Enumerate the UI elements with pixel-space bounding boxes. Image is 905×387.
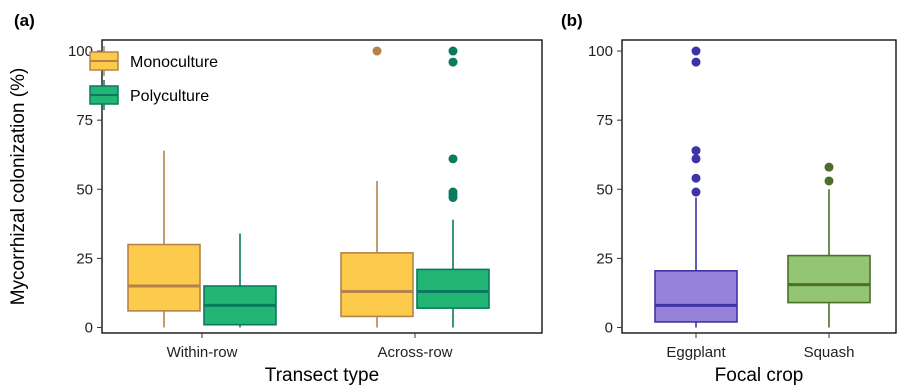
y-tick-label: 50 bbox=[596, 181, 613, 198]
outlier-point bbox=[372, 46, 382, 56]
outlier-point bbox=[691, 154, 701, 164]
outlier-point bbox=[824, 162, 834, 172]
legend-label: Polyculture bbox=[130, 88, 209, 105]
panel-label: (a) bbox=[14, 11, 35, 30]
box-iqr bbox=[127, 243, 201, 312]
box-across-row bbox=[416, 46, 490, 328]
y-tick-label: 25 bbox=[76, 250, 93, 267]
box-squash bbox=[787, 162, 871, 328]
y-tick-label: 75 bbox=[76, 112, 93, 129]
outlier-point bbox=[824, 176, 834, 186]
x-tick-label: Across-row bbox=[377, 344, 452, 361]
y-axis-title: Mycorrhizal colonization (%) bbox=[8, 68, 29, 306]
box-within-row bbox=[203, 233, 277, 328]
y-tick-label: 75 bbox=[596, 112, 613, 129]
box-iqr bbox=[787, 254, 871, 304]
box-across-row bbox=[340, 46, 414, 328]
y-tick-label: 0 bbox=[605, 319, 613, 336]
legend-label: Monoculture bbox=[130, 54, 218, 71]
outlier-point bbox=[448, 46, 458, 56]
panel-frame-1 bbox=[621, 39, 897, 334]
y-tick-label: 100 bbox=[588, 43, 613, 60]
x-axis-title: Focal crop bbox=[715, 365, 804, 386]
box-iqr bbox=[416, 268, 490, 309]
outlier-point bbox=[691, 57, 701, 67]
y-tick-label: 0 bbox=[85, 319, 93, 336]
outlier-point bbox=[691, 187, 701, 197]
outlier-point bbox=[691, 146, 701, 156]
y-tick-label: 50 bbox=[76, 181, 93, 198]
outlier-point bbox=[448, 154, 458, 164]
x-tick-label: Eggplant bbox=[666, 344, 726, 361]
x-tick-label: Within-row bbox=[167, 344, 238, 361]
box-iqr bbox=[654, 270, 738, 323]
outlier-point bbox=[691, 46, 701, 56]
outlier-point bbox=[448, 187, 458, 197]
box-iqr bbox=[340, 252, 414, 318]
x-axis-title: Transect type bbox=[265, 365, 379, 386]
y-tick-label: 25 bbox=[596, 250, 613, 267]
outlier-point bbox=[691, 173, 701, 183]
outlier-point bbox=[448, 57, 458, 67]
box-eggplant bbox=[654, 46, 738, 328]
panel-frame-0 bbox=[101, 39, 543, 334]
box-within-row bbox=[127, 150, 201, 328]
x-tick-label: Squash bbox=[804, 344, 855, 361]
y-tick-label: 100 bbox=[68, 43, 93, 60]
panel-label: (b) bbox=[561, 11, 583, 30]
